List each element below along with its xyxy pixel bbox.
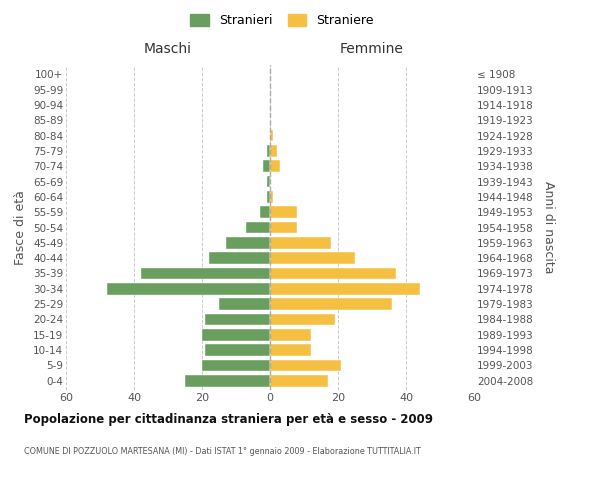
Bar [226, 237, 270, 248]
Bar [270, 329, 311, 340]
Bar [263, 160, 270, 172]
Bar [270, 360, 341, 371]
Bar [270, 160, 280, 172]
Y-axis label: Fasce di età: Fasce di età [14, 190, 28, 265]
Bar [202, 360, 270, 371]
Text: Femmine: Femmine [340, 42, 404, 56]
Bar [270, 206, 297, 218]
Bar [205, 344, 270, 356]
Bar [107, 283, 270, 294]
Bar [266, 191, 270, 202]
Bar [141, 268, 270, 279]
Bar [260, 206, 270, 218]
Bar [270, 237, 331, 248]
Bar [270, 130, 274, 141]
Bar [270, 375, 328, 386]
Bar [270, 252, 355, 264]
Bar [270, 145, 277, 156]
Bar [270, 298, 392, 310]
Bar [270, 344, 311, 356]
Text: COMUNE DI POZZUOLO MARTESANA (MI) - Dati ISTAT 1° gennaio 2009 - Elaborazione TU: COMUNE DI POZZUOLO MARTESANA (MI) - Dati… [24, 448, 421, 456]
Bar [270, 268, 396, 279]
Text: Popolazione per cittadinanza straniera per età e sesso - 2009: Popolazione per cittadinanza straniera p… [24, 412, 433, 426]
Legend: Stranieri, Straniere: Stranieri, Straniere [185, 8, 379, 32]
Bar [205, 314, 270, 325]
Bar [209, 252, 270, 264]
Bar [270, 283, 419, 294]
Bar [270, 222, 297, 233]
Bar [266, 176, 270, 188]
Text: Maschi: Maschi [144, 42, 192, 56]
Bar [270, 314, 335, 325]
Bar [202, 329, 270, 340]
Bar [219, 298, 270, 310]
Bar [270, 191, 274, 202]
Bar [185, 375, 270, 386]
Bar [246, 222, 270, 233]
Bar [266, 145, 270, 156]
Y-axis label: Anni di nascita: Anni di nascita [542, 181, 555, 274]
